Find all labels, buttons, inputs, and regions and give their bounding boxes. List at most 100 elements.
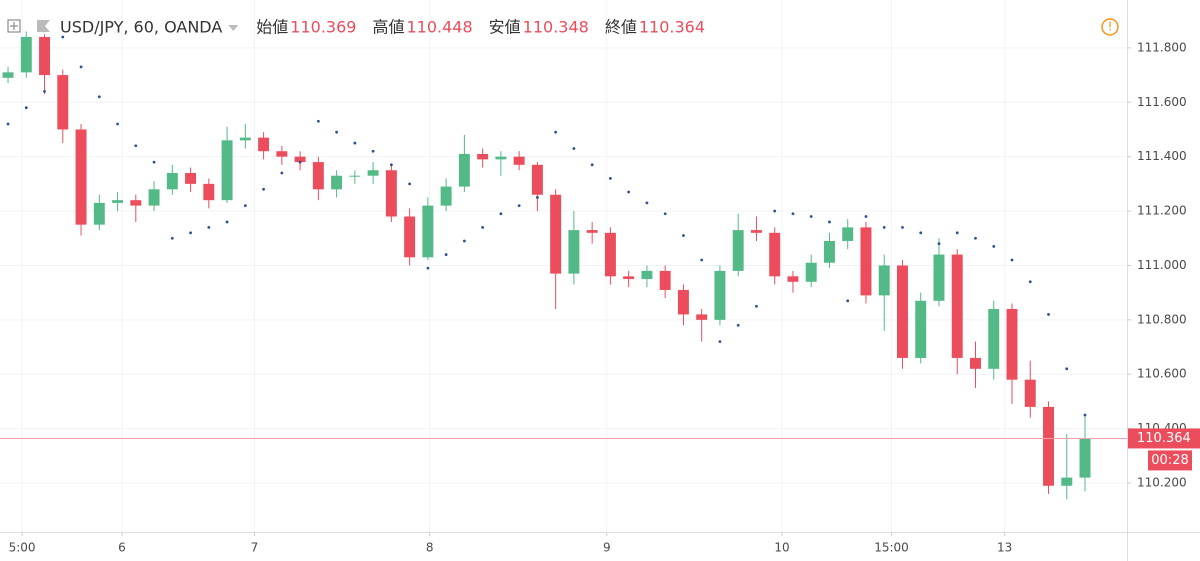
sar-dot (389, 163, 393, 167)
candle-body (440, 186, 452, 206)
sar-dot (371, 149, 375, 153)
sar-dot (134, 144, 138, 148)
sar-dot (6, 122, 10, 126)
header-text: 高値 (372, 18, 404, 37)
sar-dot (499, 212, 503, 216)
collapse-icon[interactable] (7, 19, 21, 33)
sar-dot (882, 225, 886, 229)
last-price-label: 110.364 (1137, 431, 1191, 446)
candle-body (951, 254, 963, 358)
candle-body (294, 156, 306, 163)
sar-dot (408, 182, 412, 186)
sar-dot (554, 130, 558, 134)
y-tick-label: 111.600 (1137, 95, 1187, 109)
y-tick-label: 111.400 (1137, 149, 1187, 163)
legend-header: USD/JPY, 60, OANDA 始値 110.369 高値 110.448 安値 11… (60, 18, 705, 37)
sar-dot (24, 106, 28, 110)
sar-dot (1047, 313, 1050, 316)
sar-dot (809, 215, 813, 218)
candle-body (933, 254, 945, 301)
candle-body (1043, 406, 1054, 486)
candle-body (203, 183, 215, 201)
symbol-icon (37, 20, 50, 32)
sar-dot (43, 89, 46, 93)
sar-dot (280, 171, 284, 175)
sar-dot (609, 177, 612, 180)
header-text: 110.448 (406, 18, 472, 37)
candle-body (823, 240, 835, 263)
candle-body (805, 262, 817, 282)
x-tick-label: 10 (774, 541, 789, 555)
sar-dot (700, 258, 704, 262)
sar-dot (718, 340, 722, 344)
sar-dot (974, 236, 977, 240)
header-text: USD/JPY, 60, OANDA (60, 18, 222, 37)
candle-body (367, 170, 379, 176)
header-text: 始値 (256, 18, 288, 37)
candle-body (2, 72, 14, 78)
candle-body (385, 170, 397, 217)
sar-dot (937, 242, 941, 246)
sar-dot (901, 225, 904, 229)
candle-body (39, 36, 51, 76)
last-price-box (1128, 428, 1200, 449)
header-text: 110.348 (523, 18, 589, 37)
candle-body (769, 232, 781, 277)
header-text: 終値 (605, 18, 637, 37)
sar-dot (207, 225, 211, 229)
sar-dot (335, 130, 339, 134)
sar-dot (627, 190, 631, 194)
dropdown-arrow (228, 25, 239, 31)
sar-dot (298, 160, 302, 164)
sar-dot (755, 304, 758, 308)
sar-dot (955, 231, 959, 235)
sar-dot (426, 266, 430, 270)
sar-dot (262, 187, 265, 191)
header-text: 安値 (489, 18, 521, 37)
candle-body (1024, 379, 1036, 407)
countdown-box (1148, 450, 1192, 471)
candle-body (221, 140, 233, 201)
candle-body (988, 308, 1000, 369)
sar-dot (535, 196, 539, 199)
y-tick-label: 110.800 (1137, 312, 1187, 326)
candle-body (239, 137, 251, 141)
sar-dot (61, 35, 65, 39)
candle-body (1079, 438, 1091, 478)
candle-body (258, 137, 270, 152)
sar-dot (243, 204, 247, 208)
sar-dot (828, 220, 831, 224)
sar-dot (992, 245, 996, 248)
candle-body (586, 230, 598, 233)
candle-body (878, 265, 890, 296)
candle-body (422, 205, 434, 258)
candle-body (166, 172, 178, 190)
candle-body (970, 357, 981, 369)
sar-dot (572, 147, 576, 150)
candle-body (915, 300, 927, 358)
sar-dot (79, 65, 83, 69)
x-tick-label: 7 (251, 541, 259, 555)
sar-dot (590, 163, 594, 167)
candle-body (677, 289, 689, 315)
sar-dot (773, 209, 777, 213)
candle-body (659, 270, 671, 290)
x-tick-label: 13 (997, 541, 1012, 555)
sar-dot (116, 122, 119, 126)
countdown-label: 00:28 (1151, 453, 1188, 468)
candle-body (696, 314, 708, 320)
candle-body (860, 227, 872, 296)
header-text: 110.364 (639, 18, 705, 37)
candle-body (93, 202, 105, 225)
candle-body (714, 270, 726, 320)
x-tick-label: 9 (603, 541, 611, 555)
y-tick-label: 111.800 (1137, 40, 1187, 54)
candle-body (75, 129, 87, 225)
candle-body (897, 265, 908, 358)
x-tick-label: 15:00 (874, 541, 909, 555)
candle-body (531, 164, 543, 195)
alert-icon[interactable] (1101, 18, 1119, 36)
sar-dot (736, 323, 740, 327)
sar-dot (791, 212, 795, 216)
